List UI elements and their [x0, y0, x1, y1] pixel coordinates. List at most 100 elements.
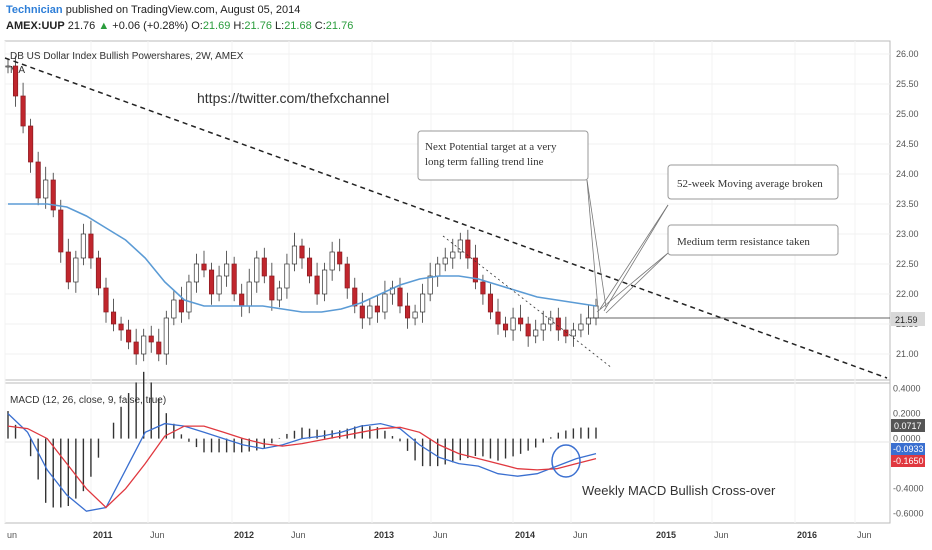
time-axis[interactable]: un 2011 Jun 2012 Jun 2013 Jun 2014 Jun 2015 Jun 201…: [7, 530, 872, 540]
candle: [472, 244, 478, 290]
time-tick: 2015: [656, 530, 676, 540]
macd-tick: 0.0000: [893, 434, 921, 444]
target-callout[interactable]: Next Potential target at a very long ter…: [417, 130, 589, 181]
time-tick: Jun: [433, 530, 448, 540]
candle: [231, 256, 237, 302]
candle: [80, 223, 86, 266]
candle: [502, 316, 509, 338]
low-label: L:: [275, 20, 285, 32]
hist-tag: [891, 419, 925, 432]
candle: [224, 250, 230, 287]
candle: [28, 118, 34, 173]
candle: [216, 265, 222, 302]
candle: [133, 328, 139, 365]
candle: [299, 238, 305, 269]
moving-average-line: [8, 203, 597, 313]
candle: [291, 232, 298, 272]
candle: [148, 325, 154, 353]
time-tick: Jun: [573, 530, 588, 540]
candle: [73, 250, 79, 293]
resistance-callout[interactable]: Medium term resistance taken: [667, 224, 839, 256]
change-arrow-icon: ▲: [98, 20, 110, 32]
macd-title[interactable]: MACD (12, 26, close, 9, false, true): [10, 395, 166, 406]
candle: [525, 316, 531, 347]
symbol[interactable]: AMEX:UUP: [6, 20, 65, 32]
publish-info: published on TradingView.com, August 05,…: [65, 4, 301, 16]
candle: [95, 250, 102, 296]
macd-tick: 0.2000: [893, 409, 921, 419]
ma-broken-pointer: [599, 204, 669, 310]
candle: [322, 262, 328, 302]
candle: [359, 292, 365, 329]
candle: [58, 199, 64, 263]
price-tick: 24.50: [896, 139, 919, 149]
price-tick: 25.00: [896, 109, 919, 119]
candle: [382, 280, 388, 320]
chart-header: Technician published on TradingView.com,…: [0, 0, 932, 38]
candle: [269, 262, 275, 311]
candle: [570, 322, 576, 347]
twitter-url: https://twitter.com/thefxchannel: [197, 90, 389, 106]
time-tick: 2012: [234, 530, 254, 540]
time-tick: 2011: [93, 530, 113, 540]
ma-broken-callout[interactable]: 52-week Moving average broken: [667, 164, 839, 200]
candle: [254, 250, 260, 293]
candle: [163, 310, 169, 365]
macd-tag: [891, 443, 925, 455]
candle: [186, 274, 192, 320]
price-tick: 26.00: [896, 49, 919, 59]
candle: [563, 316, 569, 344]
time-tick: un: [7, 530, 17, 540]
candle: [201, 250, 207, 278]
candle: [306, 247, 313, 284]
candle: [457, 232, 463, 260]
candle: [276, 280, 282, 308]
candle: [337, 238, 343, 272]
signal-tag-label: -0.1650: [893, 456, 924, 466]
candle: [103, 277, 109, 323]
candle: [88, 220, 94, 269]
candle: [43, 166, 49, 209]
candle: [35, 151, 41, 206]
candle: [110, 298, 117, 332]
price-tick: 22.50: [896, 259, 919, 269]
target-text-1: Next Potential target at a very: [425, 141, 557, 153]
main-pane-title: DB US Dollar Index Bullish Powershares, …: [10, 51, 244, 62]
macd-tick: -0.4000: [893, 484, 924, 494]
time-tick: 2014: [515, 530, 535, 540]
candle: [397, 277, 403, 314]
price-axis[interactable]: 26.00 25.50 25.00 24.50 24.00 23.50 23.00 22.50…: [896, 49, 919, 359]
main-pane[interactable]: [4, 40, 891, 381]
quote-line: AMEX:UUP 21.76 ▲ +0.06 (+0.28%) O:21.69 …: [6, 20, 353, 32]
price-tag: [891, 312, 925, 326]
time-tick: Jun: [150, 530, 165, 540]
macd-annotation: Weekly MACD Bullish Cross-over: [582, 483, 776, 498]
candle: [495, 298, 501, 335]
price-tick: 21.00: [896, 349, 919, 359]
ma-broken-pointer-2: [603, 204, 669, 312]
candle: [548, 310, 554, 332]
candle: [261, 247, 267, 284]
medium-term-trend-line[interactable]: [442, 235, 613, 369]
time-tick: 2016: [797, 530, 817, 540]
price-change: +0.06 (+0.28%): [112, 20, 189, 32]
long-term-trend-line[interactable]: [4, 57, 888, 379]
resistance-pointer: [596, 252, 669, 313]
candle: [193, 253, 200, 293]
candle: [141, 328, 147, 362]
candle: [367, 298, 373, 326]
author-link[interactable]: Technician: [6, 4, 63, 16]
signal-tag: [891, 455, 925, 467]
price-tick: 24.00: [896, 169, 919, 179]
candle: [50, 172, 56, 218]
hist-tag-label: 0.0717: [894, 421, 922, 431]
price-chart[interactable]: DB US Dollar Index Bullish Powershares, …: [0, 38, 932, 550]
signal-line: [7, 425, 597, 509]
macd-tick: 0.4000: [893, 384, 921, 394]
candle: [420, 283, 426, 323]
target-pointer: [586, 179, 607, 308]
time-tick: Jun: [857, 530, 872, 540]
candle: [374, 295, 380, 323]
candle: [208, 262, 215, 305]
open-label: O:: [191, 20, 203, 32]
